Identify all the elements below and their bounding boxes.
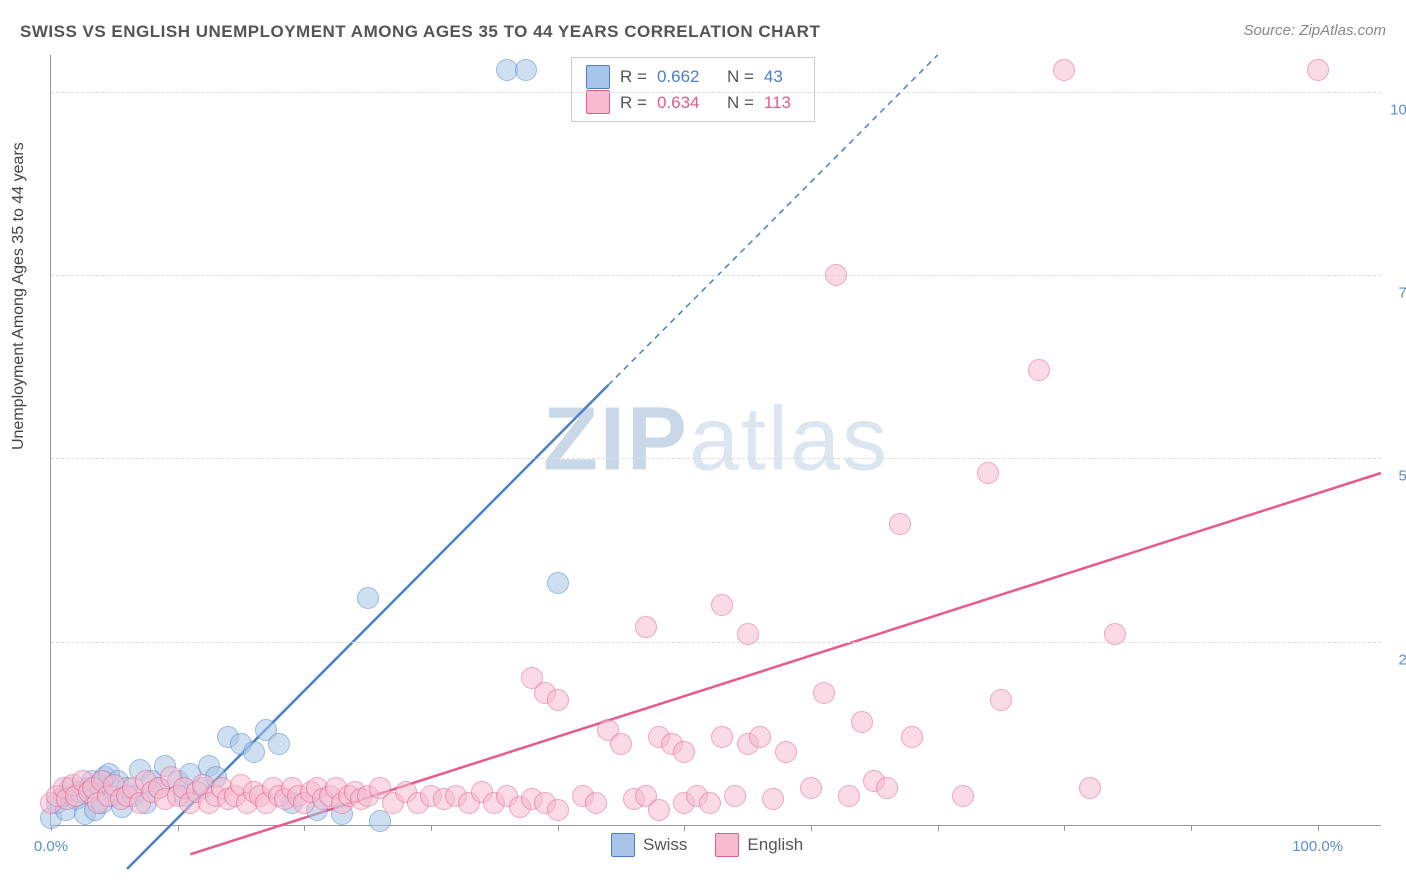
x-tick [811,825,812,831]
r-value-english: 0.634 [657,90,717,116]
y-tick-label: 50.0% [1398,468,1406,485]
x-tick [558,825,559,831]
legend-row-english: R = 0.634 N = 113 [586,90,800,116]
data-point [711,726,733,748]
x-tick [178,825,179,831]
series-legend: Swiss English [611,833,803,857]
data-point [515,59,537,81]
x-tick [1318,825,1319,831]
data-point [876,777,898,799]
data-point [1079,777,1101,799]
data-point [724,785,746,807]
data-point [673,741,695,763]
data-point [547,689,569,711]
chart-title: SWISS VS ENGLISH UNEMPLOYMENT AMONG AGES… [20,22,820,42]
data-point [775,741,797,763]
data-point [1028,359,1050,381]
legend-label-swiss: Swiss [643,835,687,855]
n-label: N = [727,90,754,116]
source-attribution: Source: ZipAtlas.com [1243,22,1386,39]
n-value-english: 113 [764,90,800,116]
correlation-legend: R = 0.662 N = 43 R = 0.634 N = 113 [571,57,815,122]
r-label: R = [620,90,647,116]
data-point [977,462,999,484]
data-point [1104,623,1126,645]
data-point [838,785,860,807]
data-point [889,513,911,535]
x-tick-label: 0.0% [34,838,68,855]
trend-lines [51,55,1381,825]
x-tick [304,825,305,831]
gridline [51,92,1381,93]
data-point [585,792,607,814]
data-point [737,623,759,645]
data-point [762,788,784,810]
data-point [711,594,733,616]
gridline [51,458,1381,459]
data-point [547,572,569,594]
data-point [1053,59,1075,81]
data-point [901,726,923,748]
gridline [51,275,1381,276]
gridline [51,642,1381,643]
data-point [813,682,835,704]
swatch-swiss [586,65,610,89]
r-label: R = [620,64,647,90]
swatch-swiss [611,833,635,857]
data-point [699,792,721,814]
data-point [749,726,771,748]
x-tick-label: 100.0% [1292,838,1343,855]
legend-row-swiss: R = 0.662 N = 43 [586,64,800,90]
n-value-swiss: 43 [764,64,800,90]
data-point [243,741,265,763]
y-tick-label: 25.0% [1398,651,1406,668]
x-tick [431,825,432,831]
r-value-swiss: 0.662 [657,64,717,90]
y-tick-label: 75.0% [1398,285,1406,302]
y-tick-label: 100.0% [1390,101,1406,118]
y-axis-label: Unemployment Among Ages 35 to 44 years [10,142,28,450]
swatch-english [715,833,739,857]
data-point [268,733,290,755]
data-point [357,587,379,609]
data-point [851,711,873,733]
data-point [1307,59,1329,81]
data-point [648,799,670,821]
data-point [635,616,657,638]
data-point [990,689,1012,711]
x-tick [1191,825,1192,831]
legend-label-english: English [747,835,803,855]
data-point [825,264,847,286]
x-tick [938,825,939,831]
data-point [369,810,391,832]
legend-item-english: English [715,833,803,857]
x-tick [684,825,685,831]
data-point [800,777,822,799]
legend-item-swiss: Swiss [611,833,687,857]
n-label: N = [727,64,754,90]
swatch-english [586,90,610,114]
scatter-plot: ZIPatlas R = 0.662 N = 43 R = 0.634 N = … [50,55,1381,826]
data-point [610,733,632,755]
x-tick [1064,825,1065,831]
data-point [952,785,974,807]
data-point [547,799,569,821]
